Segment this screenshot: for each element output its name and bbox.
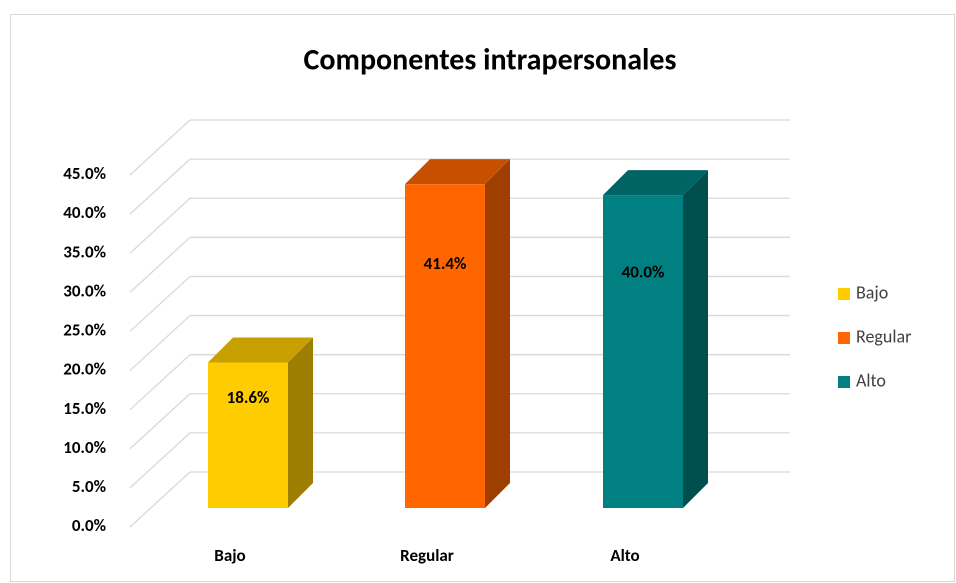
grid-line <box>129 432 191 489</box>
bar <box>603 195 683 508</box>
bar-top <box>603 170 708 196</box>
chart-title: Componentes intrapersonales <box>304 41 677 78</box>
y-tick-label: 5.0% <box>72 476 106 497</box>
grid-line <box>129 471 191 528</box>
bar-side <box>485 159 510 508</box>
legend-swatch <box>838 376 850 388</box>
bar-top <box>208 337 313 363</box>
x-tick-label: Alto <box>610 545 639 566</box>
bar-side <box>683 170 708 508</box>
y-tick-label: 25.0% <box>63 320 106 341</box>
bar-side <box>288 337 313 508</box>
grid-line <box>129 393 191 450</box>
y-tick-label: 20.0% <box>63 359 106 380</box>
grid-line <box>129 354 191 411</box>
grid-line <box>129 275 191 332</box>
x-tick-label: Bajo <box>214 545 245 566</box>
grid-line <box>129 315 191 372</box>
bar <box>405 184 485 508</box>
grid-line <box>129 197 191 254</box>
y-tick-label: 45.0% <box>63 163 106 184</box>
data-label: 41.4% <box>424 253 467 274</box>
y-tick-label: 0.0% <box>72 515 106 536</box>
y-tick-label: 35.0% <box>63 241 106 262</box>
legend-label: Bajo <box>856 281 888 303</box>
grid-line <box>129 236 191 293</box>
x-tick-label: Regular <box>400 545 454 566</box>
legend-swatch <box>838 288 850 300</box>
y-tick-label: 10.0% <box>63 437 106 458</box>
bar <box>208 362 288 508</box>
legend-label: Regular <box>856 325 911 347</box>
legend-label: Alto <box>856 369 886 391</box>
y-tick-label: 15.0% <box>63 398 106 419</box>
data-label: 40.0% <box>622 261 665 282</box>
bar-top <box>405 159 510 185</box>
legend-swatch <box>838 332 850 344</box>
y-tick-label: 30.0% <box>63 280 106 301</box>
data-label: 18.6% <box>227 387 270 408</box>
grid-line <box>129 158 191 215</box>
grid-line <box>129 119 191 176</box>
y-tick-label: 40.0% <box>63 202 106 223</box>
